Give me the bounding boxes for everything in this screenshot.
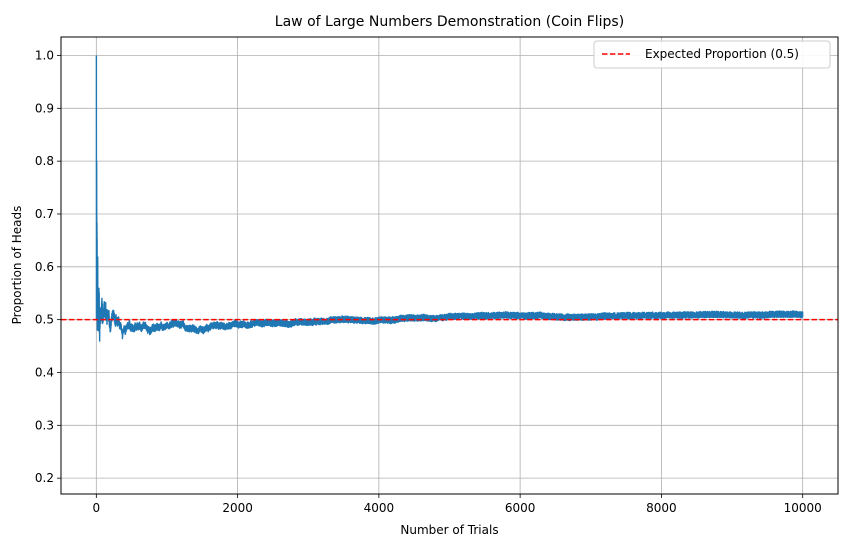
y-axis-title: Proportion of Heads	[10, 206, 24, 325]
y-tick-label: 0.8	[35, 154, 54, 168]
y-tick-label: 0.3	[35, 418, 54, 432]
x-tick-label: 6000	[505, 501, 536, 515]
legend-label-expected: Expected Proportion (0.5)	[645, 47, 799, 61]
x-tick-label: 0	[92, 501, 100, 515]
tick-layer: 0 2000 4000 6000 8000 10000 0.2 0.3 0.4 0.5 0.6 0.7…	[35, 48, 822, 515]
y-tick-label: 0.7	[35, 207, 54, 221]
plot-area-background	[61, 37, 838, 494]
y-tick-label: 0.2	[35, 471, 54, 485]
series-layer	[95, 55, 804, 342]
plot-frame	[60, 36, 839, 495]
y-tick-label: 0.6	[35, 260, 54, 274]
x-tick-label: 2000	[222, 501, 253, 515]
legend-frame	[593, 40, 831, 69]
x-axis-title: Number of Trials	[400, 523, 498, 537]
y-tick-label: 0.5	[35, 313, 54, 327]
chart-title: Law of Large Numbers Demonstration (Coin…	[275, 14, 624, 30]
series-line-proportion-of-heads	[95, 55, 804, 342]
x-tick-label: 10000	[784, 501, 822, 515]
y-tick-label: 1.0	[35, 48, 54, 62]
y-tick-label: 0.9	[35, 101, 54, 115]
legend: Expected Proportion (0.5)	[593, 40, 831, 69]
x-tick-label: 8000	[646, 501, 677, 515]
x-tick-label: 4000	[364, 501, 395, 515]
y-tick-label: 0.4	[35, 365, 54, 379]
